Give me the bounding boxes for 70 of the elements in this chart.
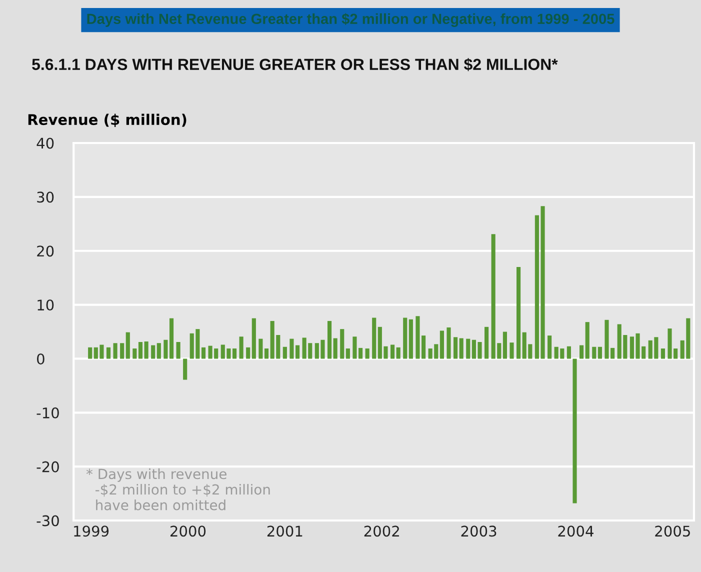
bar xyxy=(252,318,256,359)
x-tick-label: 2004 xyxy=(558,526,594,537)
bar xyxy=(120,343,124,359)
y-tick-label: -10 xyxy=(36,407,59,418)
bar xyxy=(183,358,188,380)
bar xyxy=(660,348,666,359)
bar xyxy=(592,346,596,359)
bar xyxy=(264,348,269,359)
bar xyxy=(403,318,408,359)
bar xyxy=(459,338,464,359)
bar xyxy=(340,329,344,359)
y-tick-label: 0 xyxy=(37,353,44,364)
y-axis-title: Revenue ($ million) xyxy=(28,114,186,128)
x-tick-label: 2000 xyxy=(170,526,206,537)
bar xyxy=(453,337,458,359)
bar xyxy=(132,348,137,359)
bar xyxy=(580,345,584,359)
bar xyxy=(484,326,489,359)
bar xyxy=(502,332,507,359)
bar xyxy=(585,322,590,359)
bar xyxy=(169,318,174,359)
bar xyxy=(466,338,470,359)
bar xyxy=(396,347,400,359)
bar xyxy=(151,345,156,359)
x-tick-label: 2001 xyxy=(267,526,302,537)
y-tick-label: -30 xyxy=(36,515,59,526)
x-tick-label: 2003 xyxy=(461,526,496,537)
bar xyxy=(126,332,130,359)
bar xyxy=(164,340,168,359)
bar xyxy=(144,341,148,359)
bar xyxy=(372,318,376,359)
bar xyxy=(510,342,514,359)
bar xyxy=(516,267,521,359)
y-tick-label: 20 xyxy=(37,246,54,257)
bar xyxy=(408,319,413,359)
bar xyxy=(365,348,370,359)
bar xyxy=(201,347,206,359)
x-tick-label: 2002 xyxy=(364,526,399,537)
bar xyxy=(390,344,395,359)
bar xyxy=(440,330,444,359)
y-tick-label: 10 xyxy=(38,300,54,311)
x-tick-label: 2005 xyxy=(655,526,690,537)
bar xyxy=(88,347,92,359)
bar xyxy=(446,327,451,359)
annotation: * Days with revenue -$2 million to +$2 million have been omitted xyxy=(86,468,270,510)
bar xyxy=(156,343,161,359)
bar xyxy=(290,338,294,359)
y-tick-label: -20 xyxy=(36,461,59,472)
bar xyxy=(572,358,577,504)
bar xyxy=(566,346,571,359)
y-tick-label: 40 xyxy=(36,138,54,149)
bar xyxy=(232,348,237,359)
bar xyxy=(176,342,180,359)
bar xyxy=(598,346,602,359)
bar xyxy=(106,347,111,359)
bar xyxy=(258,338,263,359)
x-tick-label: 1999 xyxy=(74,526,109,537)
bar xyxy=(548,336,552,359)
bar xyxy=(327,320,332,359)
chart-subtitle: 5.6.1.1 DAYS WITH REVENUE GREATER OR LESS THAN $2 MILLION* xyxy=(32,58,558,72)
bar xyxy=(246,347,250,359)
bar xyxy=(239,336,244,359)
y-tick-label: 30 xyxy=(37,192,54,203)
bar xyxy=(282,346,287,359)
chart-title: Days with Net Revenue Greater than $2 million or Negative, from 1999 - 2005 xyxy=(87,13,614,27)
bar xyxy=(138,342,143,359)
bar xyxy=(333,338,338,359)
bar xyxy=(113,343,118,359)
bar xyxy=(346,348,350,359)
bar xyxy=(295,345,300,359)
